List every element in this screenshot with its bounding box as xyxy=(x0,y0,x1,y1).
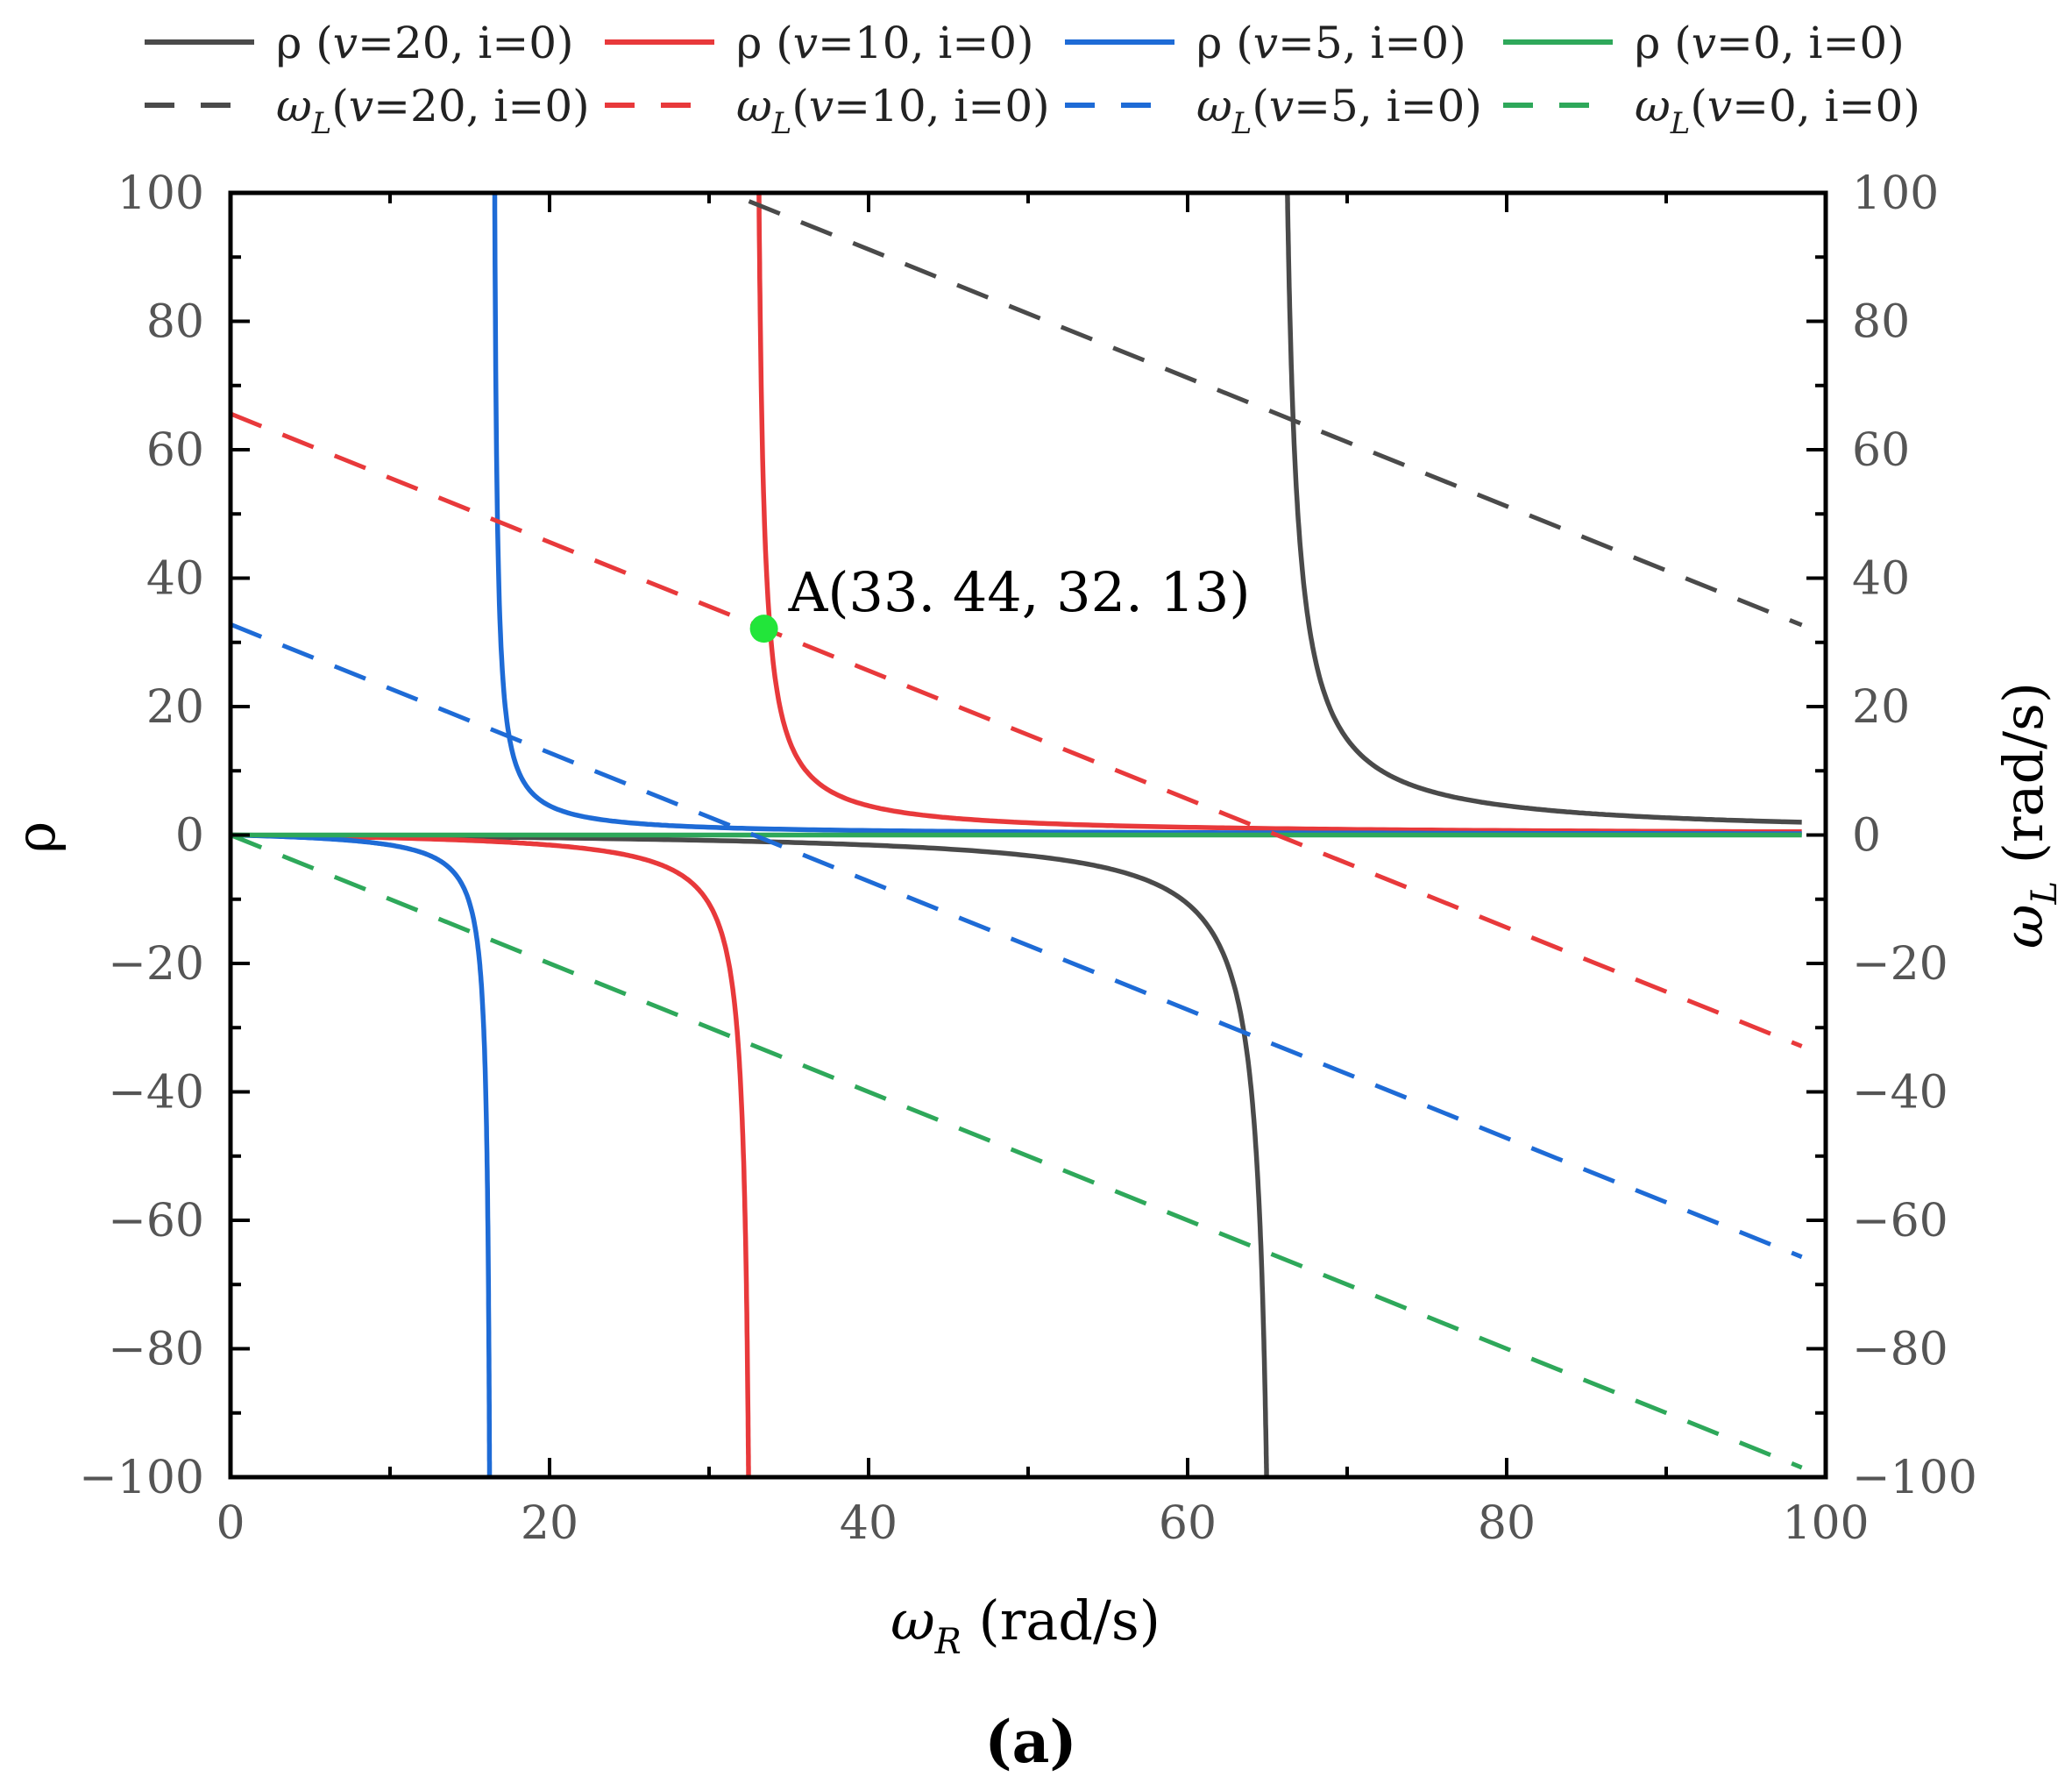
y-tick-label-left: −80 xyxy=(108,1324,204,1376)
figure-caption: (a) xyxy=(984,1708,1076,1776)
legend-label-6: ωL(v=5, i=0) xyxy=(1196,81,1482,141)
y-tick-label-left: −20 xyxy=(108,938,204,991)
x-tick-label: 60 xyxy=(1159,1497,1217,1550)
series-line-5 xyxy=(231,411,1803,1048)
annotation-point xyxy=(749,615,778,643)
y-tick-label-left: 20 xyxy=(146,681,204,734)
series-line-2-neg xyxy=(231,832,493,1477)
y-tick-label-left: 100 xyxy=(117,167,204,220)
y-tick-label-left: −60 xyxy=(108,1195,204,1247)
y-tick-label-left: 0 xyxy=(175,810,204,863)
y-tick-label-right: 0 xyxy=(1852,810,1881,863)
y-axis-label-left: ρ xyxy=(4,821,67,853)
series-line-4 xyxy=(748,199,1803,628)
series-line-0-pos xyxy=(1285,193,1802,825)
x-tick-label: 100 xyxy=(1782,1497,1869,1550)
annotation: A(33. 44, 32. 13) xyxy=(749,560,1251,643)
legend-label-3: ρ (v=0, i=0) xyxy=(1635,18,1905,68)
y-tick-label-left: 80 xyxy=(146,296,204,349)
legend-label-4: ωL(v=20, i=0) xyxy=(276,81,590,141)
y-axis-label-right: ωL (rad/s) xyxy=(1991,682,2065,949)
y-tick-label-left: 40 xyxy=(146,553,204,606)
legend-label-5: ωL(v=10, i=0) xyxy=(736,81,1050,141)
x-tick-label: 0 xyxy=(216,1497,245,1550)
y-tick-label-right: 60 xyxy=(1852,424,1910,477)
legend-label-7: ωL(v=0, i=0) xyxy=(1635,81,1920,141)
y-tick-label-left: 60 xyxy=(146,424,204,477)
y-tick-label-right: −20 xyxy=(1852,938,1948,991)
series-line-6 xyxy=(231,622,1803,1260)
plot-series xyxy=(231,193,1803,1477)
y-tick-label-right: −100 xyxy=(1852,1452,1977,1504)
x-tick-label: 20 xyxy=(521,1497,578,1550)
legend-label-1: ρ (v=10, i=0) xyxy=(736,18,1034,68)
series-line-2-pos xyxy=(492,193,1802,836)
y-tick-label-left: −100 xyxy=(79,1452,204,1504)
y-tick-label-right: 100 xyxy=(1852,167,1939,220)
series-line-1-pos xyxy=(756,193,1802,835)
legend: ρ (v=20, i=0) ρ (v=10, i=0) ρ (v=5, i=0) ρ … xyxy=(145,18,1920,141)
legend-label-2: ρ (v=5, i=0) xyxy=(1196,18,1466,68)
legend-label-0: ρ (v=20, i=0) xyxy=(276,18,574,68)
y-tick-label-right: 40 xyxy=(1852,553,1910,606)
x-axis-label: ωR (rad/s) xyxy=(891,1588,1160,1662)
y-tick-label-right: 20 xyxy=(1852,681,1910,734)
y-tick-label-right: −60 xyxy=(1852,1195,1948,1247)
series-line-0-neg xyxy=(231,832,1269,1477)
series-line-1-neg xyxy=(231,832,751,1477)
y-tick-label-left: −40 xyxy=(108,1067,204,1119)
y-tick-label-right: −40 xyxy=(1852,1067,1948,1119)
y-tick-label-right: −80 xyxy=(1852,1324,1948,1376)
axis-labels: 0 20 40 60 80 100−100 −100−80 −80−60 −60−40 −40−2… xyxy=(4,167,2065,1776)
x-tick-label: 80 xyxy=(1478,1497,1536,1550)
y-tick-label-right: 80 xyxy=(1852,296,1910,349)
series-line-7 xyxy=(231,833,1803,1470)
axis-ticks xyxy=(229,191,1827,1479)
annotation-label: A(33. 44, 32. 13) xyxy=(788,560,1251,624)
x-tick-label: 40 xyxy=(840,1497,898,1550)
